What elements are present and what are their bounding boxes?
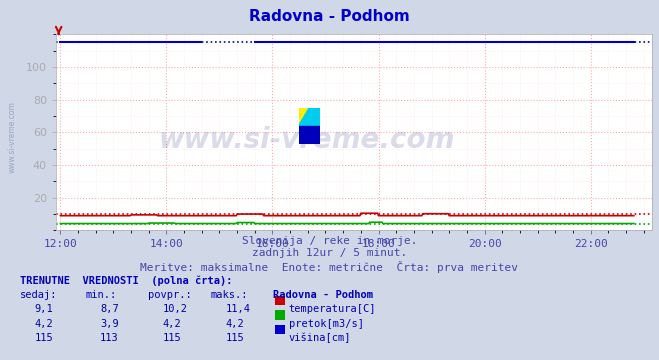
Text: 4,2: 4,2 [225, 319, 244, 329]
Text: Meritve: maksimalne  Enote: metrične  Črta: prva meritev: Meritve: maksimalne Enote: metrične Črta… [140, 261, 519, 273]
Text: 115: 115 [163, 333, 181, 343]
Text: www.si-vreme.com: www.si-vreme.com [8, 101, 17, 173]
Text: TRENUTNE  VREDNOSTI  (polna črta):: TRENUTNE VREDNOSTI (polna črta): [20, 275, 232, 286]
Text: maks.:: maks.: [211, 290, 248, 300]
Text: 8,7: 8,7 [100, 304, 119, 314]
Text: 115: 115 [34, 333, 53, 343]
Text: sedaj:: sedaj: [20, 290, 57, 300]
Text: zadnjih 12ur / 5 minut.: zadnjih 12ur / 5 minut. [252, 248, 407, 258]
Polygon shape [299, 108, 309, 126]
Text: pretok[m3/s]: pretok[m3/s] [289, 319, 364, 329]
Polygon shape [299, 126, 320, 144]
Text: 9,1: 9,1 [34, 304, 53, 314]
Text: Radovna - Podhom: Radovna - Podhom [273, 290, 374, 300]
Text: povpr.:: povpr.: [148, 290, 192, 300]
Text: 10,2: 10,2 [163, 304, 188, 314]
Text: 4,2: 4,2 [34, 319, 53, 329]
Text: Slovenija / reke in morje.: Slovenija / reke in morje. [242, 236, 417, 246]
Text: Radovna - Podhom: Radovna - Podhom [249, 9, 410, 24]
Text: www.si-vreme.com: www.si-vreme.com [158, 126, 455, 154]
Text: 4,2: 4,2 [163, 319, 181, 329]
Text: 3,9: 3,9 [100, 319, 119, 329]
Text: 113: 113 [100, 333, 119, 343]
Text: 115: 115 [225, 333, 244, 343]
Text: višina[cm]: višina[cm] [289, 333, 351, 343]
Text: min.:: min.: [86, 290, 117, 300]
Polygon shape [299, 108, 320, 126]
Text: temperatura[C]: temperatura[C] [289, 304, 376, 314]
Text: 11,4: 11,4 [225, 304, 250, 314]
